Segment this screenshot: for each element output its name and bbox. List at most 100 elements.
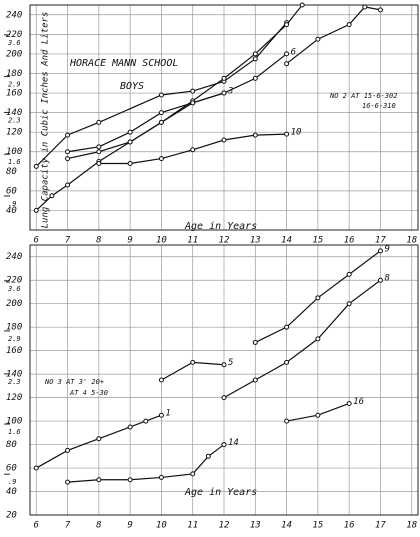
series-label: 3 xyxy=(227,87,233,97)
annotation: 16-6-310 xyxy=(362,102,396,110)
series-label: 16 xyxy=(353,397,364,407)
x-tick-label: 16 xyxy=(344,521,355,531)
y-tick-label: 100 xyxy=(6,147,22,157)
chart-title: HORACE MANN SCHOOL xyxy=(69,58,178,69)
y2-tick-label: 2.9 xyxy=(8,335,21,343)
x-axis-label: Age in Years xyxy=(184,487,257,498)
chart-subtitle: BOYS xyxy=(120,81,144,92)
annotation: NO 3 AT 3' 20+ xyxy=(44,378,104,386)
x-tick-label: 14 xyxy=(281,521,292,531)
data-point xyxy=(252,56,258,62)
y2-tick-label: 2.3 xyxy=(8,116,21,124)
y-tick-label: 120 xyxy=(6,393,22,403)
y2-tick-label: 1.6 xyxy=(8,428,21,436)
data-point xyxy=(158,156,164,162)
y-tick-label: 160 xyxy=(6,346,22,356)
data-point xyxy=(221,362,227,368)
data-point xyxy=(221,137,227,143)
data-point xyxy=(221,395,227,401)
data-point xyxy=(158,474,164,480)
x-tick-label: 6 xyxy=(34,236,39,246)
annotation: NO 2 AT 15-6-302 xyxy=(329,92,397,100)
data-point xyxy=(221,90,227,96)
data-point xyxy=(284,61,290,67)
data-point xyxy=(127,477,133,483)
y-tick-label: 40 xyxy=(6,487,17,497)
y-tick-label: 60 xyxy=(6,464,17,474)
x-tick-label: 15 xyxy=(312,236,323,246)
series-label: 9 xyxy=(384,244,389,254)
data-point xyxy=(190,88,196,94)
data-point xyxy=(377,248,383,254)
y2-tick-label: 1.6 xyxy=(8,158,21,166)
series-line xyxy=(286,6,381,65)
series-label: 10 xyxy=(291,128,302,138)
x-tick-label: 16 xyxy=(344,236,355,246)
series-label: 8 xyxy=(384,274,389,284)
y2-tick-label: 3.6 xyxy=(7,39,21,47)
data-point xyxy=(346,22,352,28)
x-tick-label: 8 xyxy=(96,236,101,246)
data-point xyxy=(65,149,71,155)
y-tick-label: 140 xyxy=(6,108,22,118)
data-point xyxy=(158,377,164,383)
x-tick-label: 17 xyxy=(375,521,386,531)
y-axis-label: Lung Capacity in Cubic Inches And Liters xyxy=(41,12,51,229)
data-point xyxy=(158,110,164,116)
data-point xyxy=(158,412,164,418)
data-point xyxy=(96,160,102,166)
x-tick-label: 10 xyxy=(156,521,167,531)
x-tick-label: 10 xyxy=(156,236,167,246)
y-tick-label: 180 xyxy=(6,69,22,79)
x-tick-label: 13 xyxy=(250,521,261,531)
data-point xyxy=(143,418,149,424)
y-tick-label: 220 xyxy=(6,276,22,286)
data-point xyxy=(33,207,39,213)
data-point xyxy=(190,471,196,477)
x-tick-label: 12 xyxy=(219,521,230,531)
data-point xyxy=(65,156,71,162)
data-point xyxy=(284,131,290,137)
series-line xyxy=(35,4,303,211)
data-point xyxy=(362,4,368,10)
y-tick-label: 80 xyxy=(6,440,17,450)
x-tick-label: 11 xyxy=(187,236,198,246)
y-tick-label: 180 xyxy=(6,323,22,333)
y-tick-label: 100 xyxy=(6,417,22,427)
y2-tick-label: 2.9 xyxy=(8,81,21,89)
y-tick-label: 220 xyxy=(6,30,22,40)
data-point xyxy=(221,75,227,81)
series-label: 5 xyxy=(228,358,233,368)
data-point xyxy=(65,479,71,485)
x-tick-label: 6 xyxy=(34,521,39,531)
data-point xyxy=(252,339,258,345)
y-tick-label: 20 xyxy=(6,511,17,521)
x-tick-label: 18 xyxy=(406,236,417,246)
data-point xyxy=(346,400,352,406)
y2-tick-label: 2.3 xyxy=(8,378,21,386)
data-point xyxy=(65,447,71,453)
x-tick-label: 15 xyxy=(312,521,323,531)
y-tick-label: 40 xyxy=(6,206,17,216)
x-tick-label: 11 xyxy=(187,521,198,531)
series-line xyxy=(67,444,225,483)
data-point xyxy=(190,359,196,365)
data-point xyxy=(252,75,258,81)
data-point xyxy=(96,149,102,155)
data-point xyxy=(65,132,71,138)
series-line xyxy=(223,279,381,399)
y-tick-label: 200 xyxy=(6,49,22,59)
plot-frame xyxy=(29,244,419,516)
data-point xyxy=(284,418,290,424)
x-tick-label: 7 xyxy=(65,521,71,531)
x-tick-label: 17 xyxy=(375,236,386,246)
data-point xyxy=(65,182,71,188)
y-tick-label: 120 xyxy=(6,128,22,138)
data-point xyxy=(284,359,290,365)
x-tick-label: 12 xyxy=(219,236,230,246)
data-point xyxy=(377,277,383,283)
data-point xyxy=(299,2,305,8)
x-tick-label: 18 xyxy=(406,521,417,531)
x-tick-label: 7 xyxy=(65,236,71,246)
